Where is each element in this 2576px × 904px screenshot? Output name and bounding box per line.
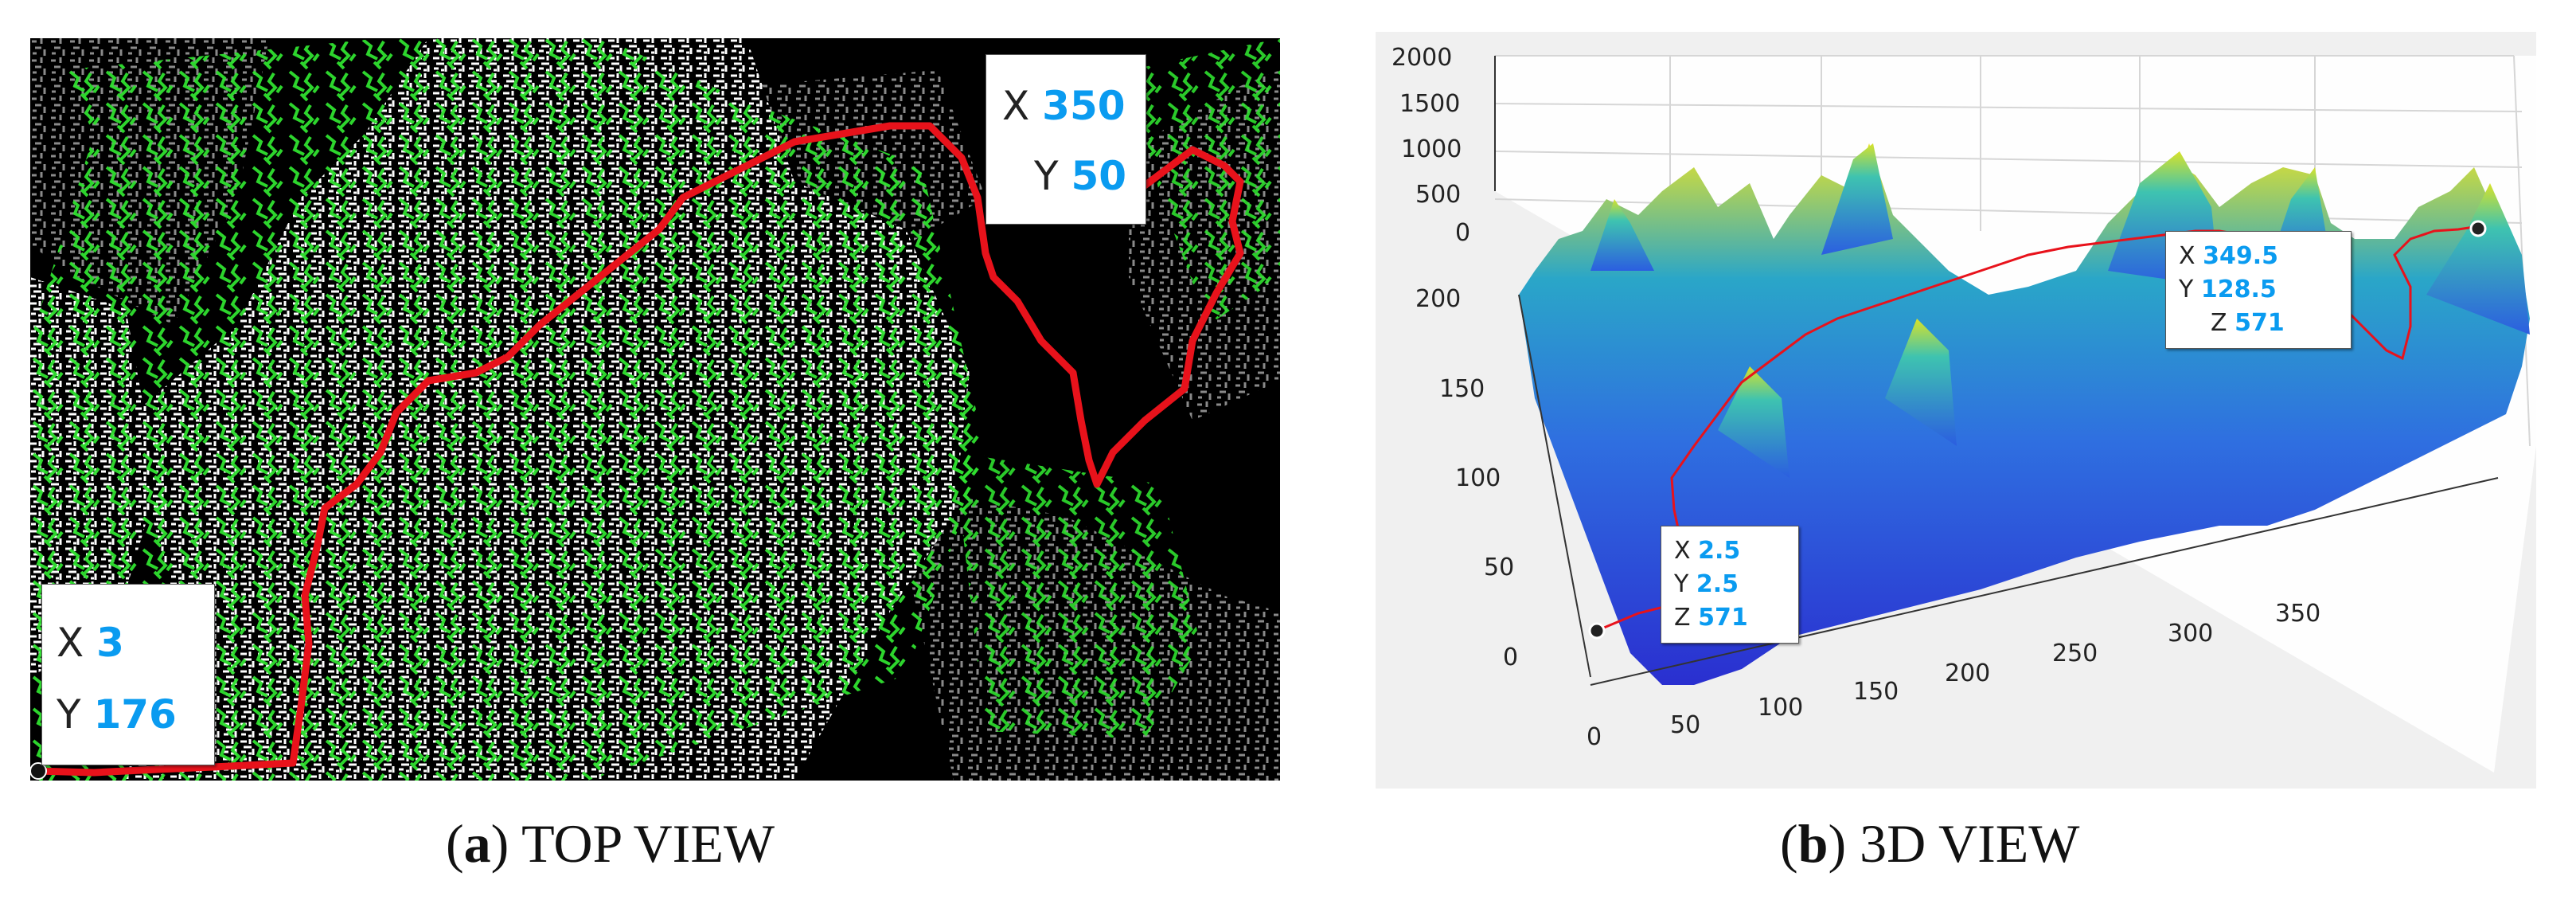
goal-point-tooltip-3d: X 349.5 Y 128.5 Z 571 [2165,231,2352,349]
z-axis: 2000 1500 1000 500 0 [1391,44,1496,247]
x-tick-label: 50 [1670,711,1700,739]
y-axis: 200 150 100 50 0 [1415,285,1591,678]
x-tick-label: 300 [2168,620,2213,648]
x-tick-label: 350 [2275,600,2320,628]
grid-lines [1494,55,2531,447]
path-line [36,122,1244,777]
x-tick-label: 250 [2052,640,2098,667]
x-tick-label: 150 [1853,678,1899,706]
z-tick-label: 1500 [1399,90,1460,118]
y-tick-label: 150 [1439,375,1485,403]
caption-top-view: (a) TOP VIEW [446,813,775,874]
y-tick-label: 200 [1415,285,1461,313]
top-view-map [30,38,1280,781]
z-tick-label: 1000 [1401,135,1462,163]
z-tick-label: 500 [1415,181,1461,209]
goal-marker-3d [2469,220,2487,237]
goal-point-tooltip: X 350 Y 50 [986,54,1146,225]
start-point-tooltip: X 3 Y 176 [41,584,215,765]
x-tick-label: 100 [1758,694,1803,722]
start-marker-3d [1588,622,1606,640]
3d-surface-plot: 2000 1500 1000 500 0 200 150 100 50 0 0 … [1391,44,2536,773]
x-axis: 0 50 100 150 200 250 300 350 [1587,477,2499,751]
3d-view-panel: 2000 1500 1000 500 0 200 150 100 50 0 0 … [1376,32,2536,789]
z-tick-label: 2000 [1391,44,1452,72]
z-tick-label: 0 [1455,219,1470,247]
start-marker [30,762,47,780]
top-view-panel: X 3 Y 176 X 350 Y 50 [30,38,1280,781]
x-tick-label: 200 [1945,659,1990,687]
path-line-3d [1594,225,2475,633]
x-tick-label: 0 [1587,723,1602,751]
y-tick-label: 100 [1455,464,1501,492]
search-tree [30,38,986,781]
y-tick-label: 50 [1484,554,1514,581]
caption-3d-view: (b) 3D VIEW [1780,813,2080,874]
y-tick-label: 0 [1503,644,1518,671]
start-point-tooltip-3d: X 2.5 Y 2.5 Z 571 [1661,526,1799,644]
